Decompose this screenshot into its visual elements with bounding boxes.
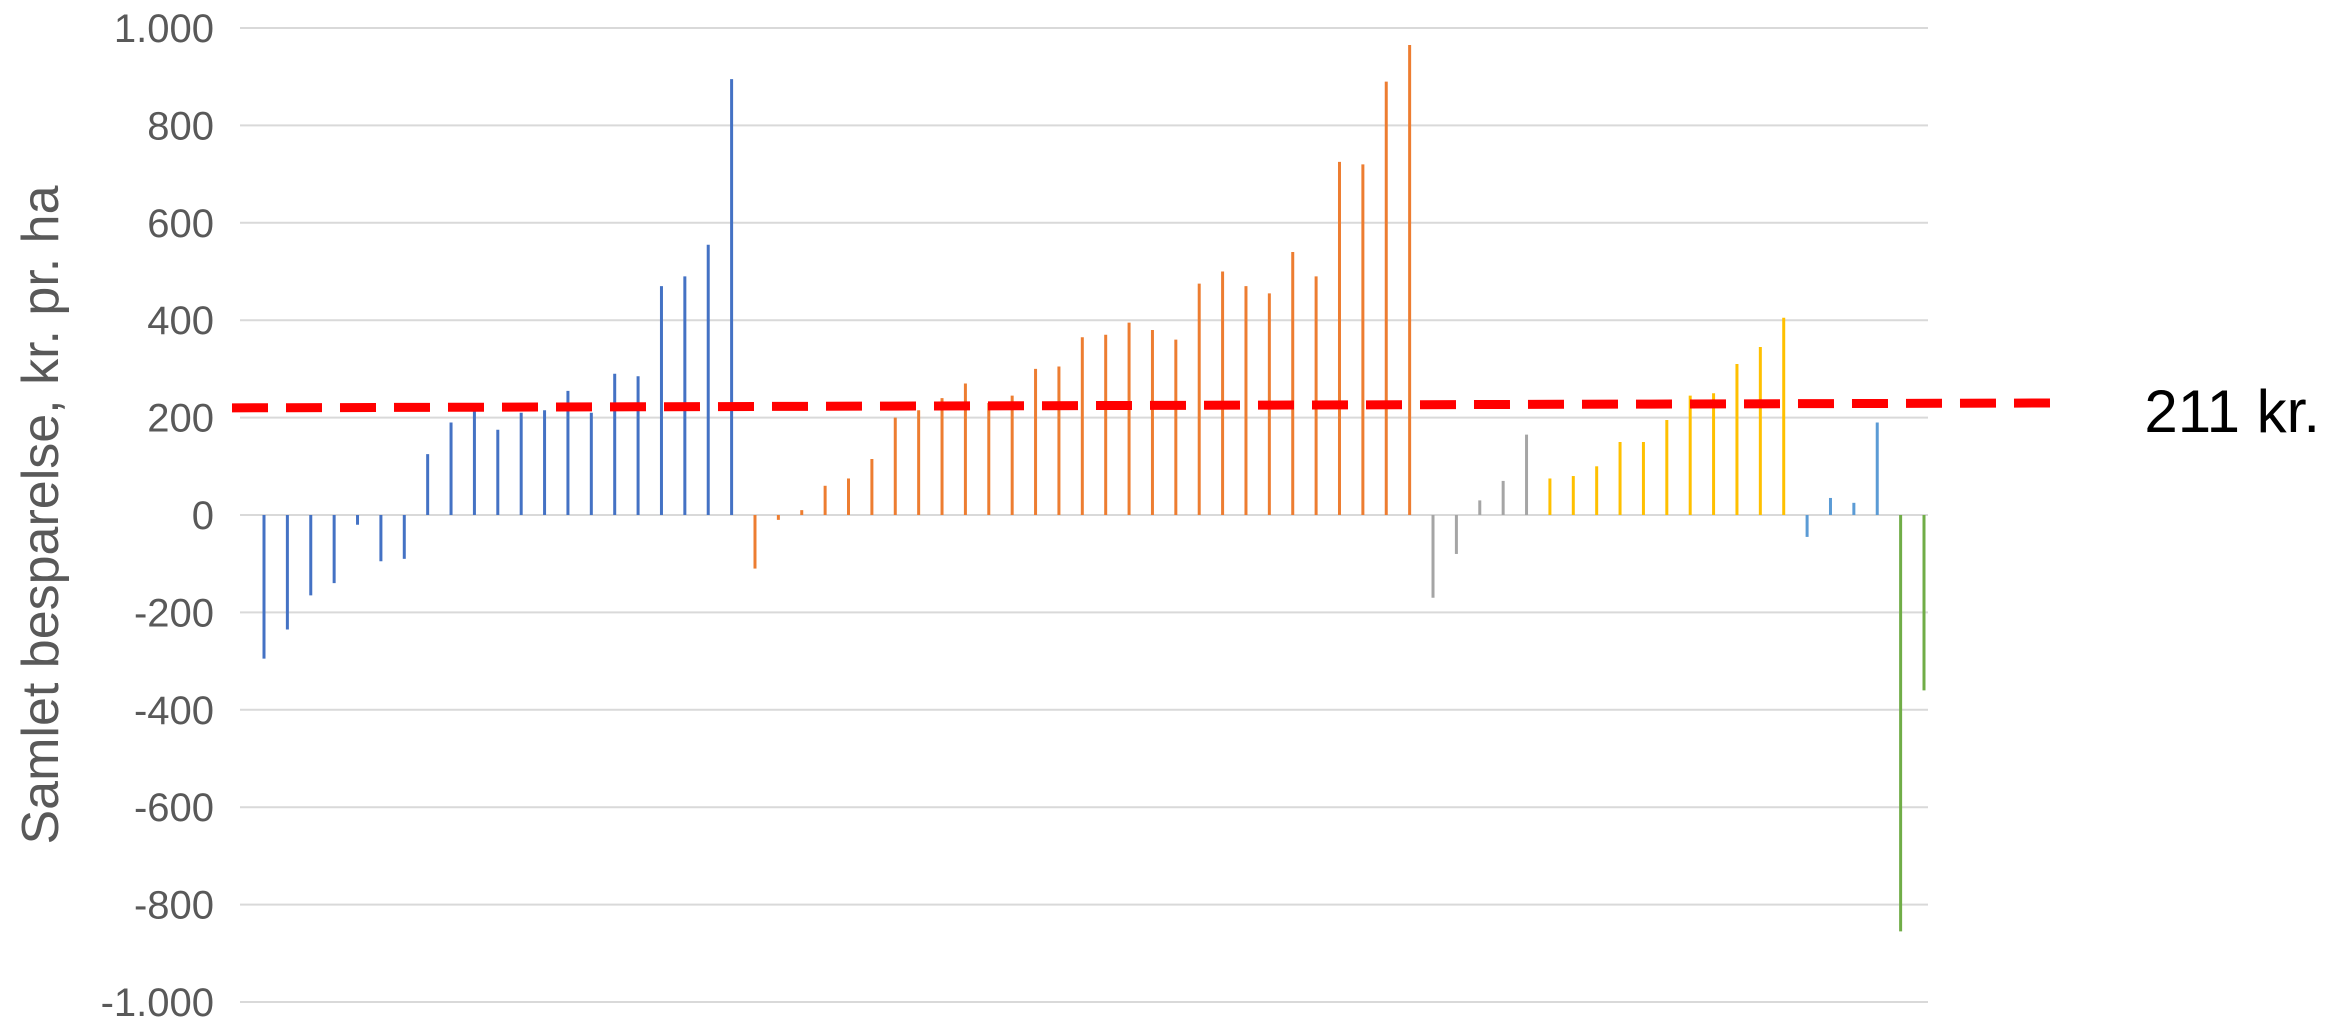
y-tick-label: 1.000: [114, 7, 214, 51]
y-tick-label: -400: [134, 689, 214, 733]
y-axis-tick-labels: 1.000 800 600 400 200 0 -200 -400 -600 -800 -1.000: [101, 7, 214, 1019]
y-tick-label: 800: [147, 104, 214, 148]
y-axis-label: Samlet besparelse, kr. pr. ha: [12, 185, 70, 844]
bars: [262, 45, 1926, 932]
y-tick-label: 400: [147, 299, 214, 343]
y-tick-label: -200: [134, 591, 214, 635]
reference-line: [231, 398, 2059, 413]
gridlines: [240, 27, 1928, 1003]
reference-line-label: 211 kr.: [2144, 378, 2320, 445]
y-tick-label: -1.000: [101, 981, 214, 1019]
y-tick-label: -600: [134, 786, 214, 830]
y-tick-label: 0: [192, 494, 214, 538]
reference-line-group: [231, 398, 2059, 413]
y-tick-label: 600: [147, 202, 214, 246]
y-tick-label: -800: [134, 884, 214, 928]
y-tick-label: 200: [147, 397, 214, 441]
